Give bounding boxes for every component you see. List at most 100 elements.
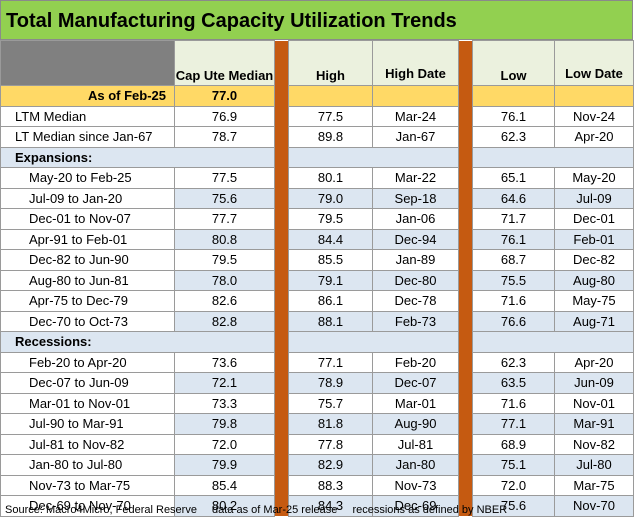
low-date-cell: Mar-91 (554, 413, 634, 435)
high-cell: 75.7 (288, 392, 373, 414)
separator (458, 85, 473, 106)
median-cell: 78.0 (174, 269, 275, 291)
high-date-cell: Jan-06 (372, 208, 459, 230)
high-date-cell: Jan-80 (372, 454, 459, 476)
row-label: Jan-80 to Jul-80 (0, 454, 175, 476)
high-date-cell: Feb-73 (372, 310, 459, 332)
row-label: Jul-90 to Mar-91 (0, 413, 175, 435)
separator (458, 331, 473, 352)
high-cell: 81.8 (288, 413, 373, 435)
table-row: Jul-09 to Jan-20 75.6 79.0 Sep-18 64.6 Jul-09 (0, 187, 634, 209)
median-cell: 80.8 (174, 228, 275, 250)
high-cell: 84.3 (288, 495, 373, 517)
low-cell: 68.7 (472, 249, 555, 271)
table-row: Apr-91 to Feb-01 80.8 84.4 Dec-94 76.1 Feb-01 (0, 228, 634, 250)
separator (274, 188, 289, 209)
high-cell: 77.1 (288, 351, 373, 373)
separator (458, 106, 473, 127)
low-cell: 71.7 (472, 208, 555, 230)
low-cell: 62.3 (472, 351, 555, 373)
median-cell: 82.6 (174, 290, 275, 312)
header-median: Cap Ute Median (174, 40, 275, 86)
separator (458, 311, 473, 332)
high-cell: 88.3 (288, 474, 373, 496)
low-cell: 71.6 (472, 392, 555, 414)
high-cell: 79.0 (288, 187, 373, 209)
separator (458, 208, 473, 229)
high-date-cell: Dec-80 (372, 269, 459, 291)
header-low: Low (472, 40, 555, 86)
table-row: Apr-75 to Dec-79 82.6 86.1 Dec-78 71.6 May-75 (0, 290, 634, 312)
high-cell: 88.1 (288, 310, 373, 332)
separator (274, 372, 289, 393)
median-cell: 73.6 (174, 351, 275, 373)
low-cell: 65.1 (472, 167, 555, 189)
row-label: LT Median since Jan-67 (0, 126, 175, 148)
separator (274, 331, 289, 352)
low-date-cell: Feb-01 (554, 228, 634, 250)
asof-median: 77.0 (174, 85, 275, 107)
header-high: High (288, 40, 373, 86)
table-row: LTM Median 76.9 77.5 Mar-24 76.1 Nov-24 (0, 105, 634, 127)
high-cell: 86.1 (288, 290, 373, 312)
low-date-cell: Nov-70 (554, 495, 634, 517)
low-date-cell: Aug-80 (554, 269, 634, 291)
median-cell: 82.8 (174, 310, 275, 332)
row-label: Jul-81 to Nov-82 (0, 433, 175, 455)
high-date-cell: Mar-01 (372, 392, 459, 414)
separator (458, 40, 473, 86)
separator (458, 188, 473, 209)
median-cell: 72.1 (174, 372, 275, 394)
separator (458, 434, 473, 455)
high-date-cell: Jan-89 (372, 249, 459, 271)
low-cell: 76.1 (472, 228, 555, 250)
separator (274, 475, 289, 496)
high-cell: 79.1 (288, 269, 373, 291)
section-recessions: Recessions: (0, 331, 634, 353)
high-date-cell: Jan-67 (372, 126, 459, 148)
low-date-cell: May-75 (554, 290, 634, 312)
separator (458, 475, 473, 496)
row-label: Mar-01 to Nov-01 (0, 392, 175, 414)
separator (274, 290, 289, 311)
header-high-date: High Date (372, 40, 459, 86)
separator (274, 106, 289, 127)
low-cell: 68.9 (472, 433, 555, 455)
table-row: Feb-20 to Apr-20 73.6 77.1 Feb-20 62.3 Apr-20 (0, 351, 634, 373)
separator (458, 229, 473, 250)
separator (274, 167, 289, 188)
separator (274, 434, 289, 455)
low-cell: 64.6 (472, 187, 555, 209)
low-cell: 63.5 (472, 372, 555, 394)
median-cell: 76.9 (174, 105, 275, 127)
median-cell: 72.0 (174, 433, 275, 455)
separator (274, 311, 289, 332)
low-date-cell: Dec-01 (554, 208, 634, 230)
separator (458, 126, 473, 147)
header-blank (0, 40, 175, 86)
footer-source: Source: Macro4Micro, Federal Reserve (5, 504, 197, 516)
high-cell: 84.4 (288, 228, 373, 250)
asof-empty (554, 85, 634, 107)
high-date-cell: Feb-20 (372, 351, 459, 373)
table-row: Aug-80 to Jun-81 78.0 79.1 Dec-80 75.5 Aug-80 (0, 269, 634, 291)
high-date-cell: Dec-07 (372, 372, 459, 394)
low-date-cell: May-20 (554, 167, 634, 189)
low-date-cell: Apr-20 (554, 126, 634, 148)
row-label: Apr-91 to Feb-01 (0, 228, 175, 250)
row-label: Dec-69 to Nov-70 (0, 495, 175, 517)
low-date-cell: Nov-01 (554, 392, 634, 414)
median-cell: 79.9 (174, 454, 275, 476)
low-cell: 77.1 (472, 413, 555, 435)
high-cell: 77.5 (288, 105, 373, 127)
section-expansions: Expansions: (0, 146, 634, 168)
row-label: Dec-07 to Jun-09 (0, 372, 175, 394)
low-date-cell: Jun-09 (554, 372, 634, 394)
low-date-cell: Nov-24 (554, 105, 634, 127)
separator (274, 208, 289, 229)
table-row: Dec-69 to Nov-70 80.2 84.3 Dec-69 75.6 Nov-70 (0, 495, 634, 517)
asof-label: As of Feb-25 (0, 85, 175, 107)
high-cell: 78.9 (288, 372, 373, 394)
low-cell: 71.6 (472, 290, 555, 312)
